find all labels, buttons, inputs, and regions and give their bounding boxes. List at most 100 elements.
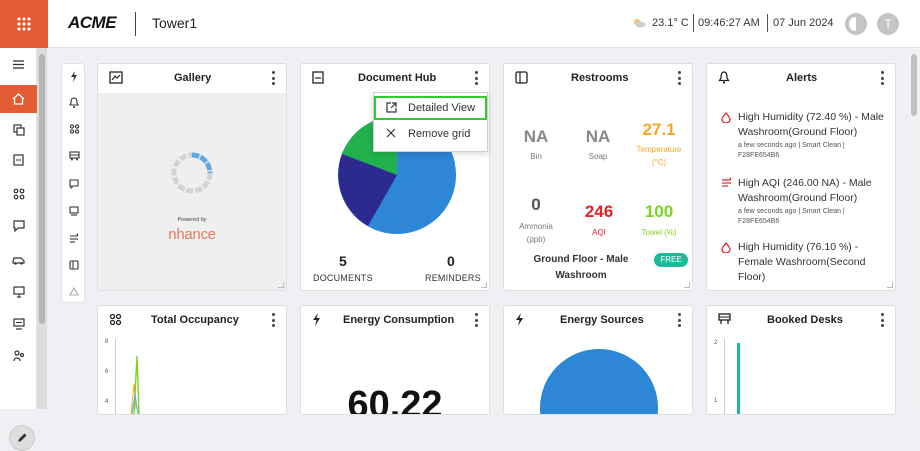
loading-spinner-icon bbox=[171, 152, 213, 194]
more-options-icon[interactable] bbox=[676, 313, 682, 327]
vehicle-icon[interactable] bbox=[0, 246, 37, 274]
energy-consumption-card: Energy Consumption 60.22 bbox=[300, 305, 490, 415]
alert-title-line2: Female Washroom(Second bbox=[738, 256, 866, 268]
card-title: Energy Sources bbox=[560, 314, 644, 326]
app-grid-button[interactable] bbox=[0, 0, 48, 48]
feedback-icon[interactable] bbox=[0, 212, 37, 240]
vehicle-icon[interactable] bbox=[62, 146, 86, 166]
edit-button[interactable] bbox=[9, 425, 35, 451]
resize-handle[interactable] bbox=[278, 282, 284, 288]
occupancy-line-chart bbox=[130, 355, 140, 414]
bin-value: NA bbox=[523, 127, 549, 146]
energy-consumption-value: 60.22 bbox=[347, 384, 443, 415]
remove-grid-menu-item[interactable]: Remove grid bbox=[374, 122, 487, 146]
card-title: Booked Desks bbox=[767, 314, 843, 326]
desk-icon bbox=[718, 313, 731, 324]
scrollbar-thumb[interactable] bbox=[911, 54, 917, 116]
alerts-icon[interactable] bbox=[62, 92, 86, 112]
kiosk-icon[interactable] bbox=[62, 201, 86, 221]
menu-icon[interactable] bbox=[0, 50, 37, 78]
bin-label: Bin bbox=[530, 152, 542, 161]
weather-icon bbox=[634, 19, 646, 28]
occupancy-icon bbox=[109, 313, 122, 326]
header-separator bbox=[693, 14, 694, 32]
soap-value: NA bbox=[585, 127, 611, 146]
alert-device-id: F28FE654B6 bbox=[738, 218, 780, 225]
page-scrollbar[interactable] bbox=[908, 48, 920, 409]
more-options-icon[interactable] bbox=[270, 313, 276, 327]
open-external-icon bbox=[386, 102, 397, 113]
alert-title: High AQI (246.00 NA) - Male bbox=[738, 177, 872, 189]
card-title: Restrooms bbox=[571, 72, 629, 84]
alert-title-line2: Washroom(Ground Floor) bbox=[738, 192, 858, 204]
more-options-icon[interactable] bbox=[676, 71, 682, 85]
nhance-logo: nhance bbox=[168, 226, 216, 243]
widget-toolbar bbox=[61, 63, 85, 303]
y-axis bbox=[115, 339, 116, 414]
devices-icon[interactable] bbox=[0, 116, 37, 144]
cleaning-icon[interactable] bbox=[62, 282, 86, 302]
document-icon bbox=[312, 71, 324, 84]
alerts-card: Alerts High Humidity (72.40 %) - Male Wa… bbox=[706, 63, 896, 291]
temperature-label: Temperature bbox=[636, 145, 682, 154]
status-badge: FREE bbox=[654, 253, 688, 267]
more-options-icon[interactable] bbox=[473, 313, 479, 327]
image-icon bbox=[109, 71, 123, 84]
alert-meta: a few seconds ago | Smart Clean | bbox=[738, 208, 845, 215]
occupancy-icon[interactable] bbox=[0, 180, 37, 208]
user-avatar[interactable]: T bbox=[877, 13, 899, 35]
documents-count: 5 bbox=[339, 253, 347, 269]
resize-handle[interactable] bbox=[684, 282, 690, 288]
humidity-drop-icon bbox=[721, 242, 731, 253]
reminders-label: REMINDERS bbox=[425, 273, 481, 283]
energy-sources-pie-chart bbox=[540, 349, 658, 414]
alert-title-line2: Washroom(Ground Floor) bbox=[738, 126, 858, 138]
occupancy-icon[interactable] bbox=[62, 119, 86, 139]
alert-title-line3: Floor) bbox=[738, 271, 766, 283]
energy-icon[interactable] bbox=[62, 66, 86, 86]
more-options-icon[interactable] bbox=[879, 313, 885, 327]
more-options-icon[interactable] bbox=[879, 71, 885, 85]
ammonia-value: 0 bbox=[531, 195, 541, 214]
header-separator bbox=[767, 14, 768, 32]
airflow-icon[interactable] bbox=[62, 228, 86, 248]
towel-value: 100 bbox=[644, 202, 674, 221]
monitor-icon[interactable] bbox=[0, 278, 37, 306]
document-icon[interactable] bbox=[0, 146, 37, 174]
sidebar-scrollbar[interactable] bbox=[37, 48, 47, 409]
clock-time: 09:46:27 AM bbox=[698, 17, 760, 29]
resize-handle[interactable] bbox=[481, 282, 487, 288]
alert-title: High Humidity (72.40 %) - Male bbox=[738, 111, 884, 123]
documents-label: DOCUMENTS bbox=[313, 273, 373, 283]
home-icon[interactable] bbox=[0, 85, 37, 113]
restroom-location: Ground Floor - Male bbox=[533, 254, 629, 265]
towel-label: Towel (%) bbox=[641, 228, 677, 237]
people-icon[interactable] bbox=[0, 342, 37, 370]
theme-toggle-icon[interactable] bbox=[845, 13, 867, 35]
more-options-icon[interactable] bbox=[270, 71, 276, 85]
site-selector[interactable]: Tower1 bbox=[152, 15, 198, 31]
resize-handle[interactable] bbox=[887, 282, 893, 288]
restroom-icon[interactable] bbox=[62, 255, 86, 275]
y-tick-label: 6 bbox=[105, 369, 109, 375]
reminders-count: 0 bbox=[447, 253, 455, 269]
restroom-location-line2: Washroom bbox=[555, 270, 607, 281]
more-options-icon[interactable] bbox=[473, 71, 479, 85]
alerts-list[interactable]: High Humidity (72.40 %) - Male Washroom(… bbox=[707, 93, 895, 290]
humidity-drop-icon bbox=[721, 112, 731, 123]
top-bar: ACME Tower1 23.1° C 09:46:27 AM 07 Jun 2… bbox=[0, 0, 920, 48]
aqi-wind-icon bbox=[722, 177, 732, 187]
feedback-icon[interactable] bbox=[62, 174, 86, 194]
y-tick-label: 8 bbox=[105, 339, 109, 345]
menu-item-label: Detailed View bbox=[408, 102, 476, 114]
gallery-card: Gallery Powered by nhance bbox=[97, 63, 287, 291]
gallery-image[interactable]: Powered by nhance bbox=[98, 93, 286, 290]
company-logo[interactable]: ACME bbox=[68, 13, 117, 32]
detailed-view-menu-item[interactable]: Detailed View bbox=[374, 96, 487, 120]
temperature-value: 27.1 bbox=[642, 120, 676, 139]
kiosk-icon[interactable] bbox=[0, 310, 37, 338]
powered-by-label: Powered by bbox=[177, 217, 207, 223]
pencil-icon bbox=[18, 433, 27, 442]
current-date: 07 Jun 2024 bbox=[773, 17, 834, 29]
energy-icon bbox=[516, 313, 523, 326]
